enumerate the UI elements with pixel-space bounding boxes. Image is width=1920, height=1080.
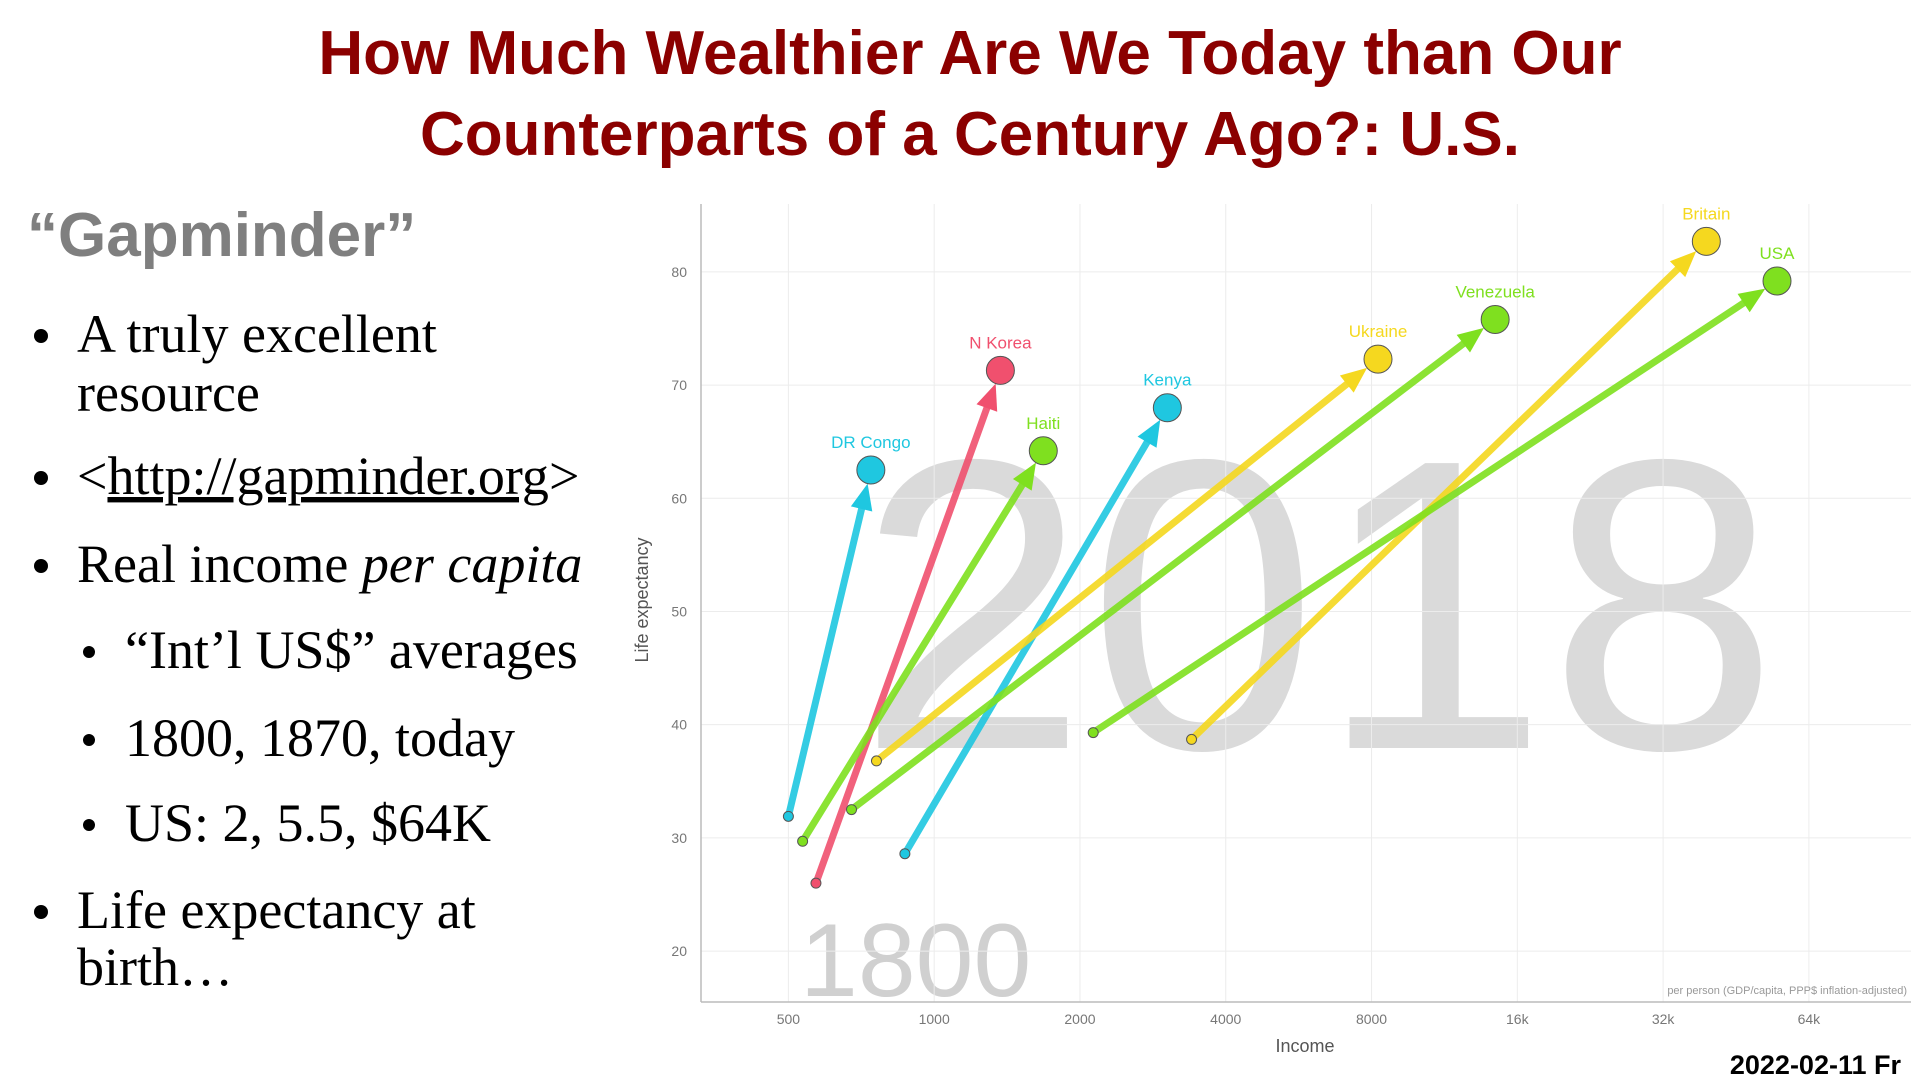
country-bubble: [1028, 436, 1058, 466]
start-point: [797, 835, 809, 847]
heading: “Gapminder”: [27, 201, 416, 270]
sub-bullet-dot: [83, 819, 95, 831]
arrow-head: [1339, 367, 1368, 393]
trajectory-arrow: [872, 376, 1355, 765]
trajectory-arrow: [901, 433, 1154, 858]
trajectory-arrow: [1089, 296, 1753, 737]
x-tick-label: 4000: [1210, 1011, 1241, 1027]
trajectory-arrow: [812, 398, 993, 887]
y-tick-label: 60: [671, 490, 687, 506]
sub-bullet-text: 1800, 1870, today: [125, 708, 515, 768]
y-tick-label: 80: [671, 264, 687, 280]
arrow-head: [1669, 251, 1697, 278]
y-tick-label: 30: [671, 830, 687, 846]
country-bubble: [856, 455, 886, 485]
country-label: N Korea: [969, 333, 1032, 352]
country-bubble: [1691, 226, 1721, 256]
country-bubble: [1363, 344, 1393, 374]
emphasis: per capita: [358, 534, 582, 594]
sub-bullet-text: “Int’l US$” averages: [125, 620, 578, 680]
arrow-head: [1137, 419, 1161, 448]
country-label: Ukraine: [1349, 322, 1408, 341]
start-point: [846, 804, 858, 816]
x-tick-label: 8000: [1356, 1011, 1387, 1027]
y-tick-label: 50: [671, 603, 687, 619]
start-point: [1087, 727, 1099, 739]
country-label: Haiti: [1026, 414, 1060, 433]
trajectory-arrow: [799, 476, 1029, 845]
start-point: [782, 810, 794, 822]
sub-bullet-dot: [83, 734, 95, 746]
bullet-dot: [34, 329, 48, 343]
start-point: [1186, 733, 1198, 745]
title-line: How Much Wealthier Are We Today than Our: [318, 19, 1621, 88]
arrow-head: [1456, 327, 1485, 353]
x-tick-label: 1000: [919, 1011, 950, 1027]
arrow-head: [976, 383, 998, 412]
start-year: 1800: [800, 903, 1031, 1019]
bullets: A truly excellent resource <http://gapmi…: [34, 304, 582, 997]
country-bubble: [1762, 266, 1792, 296]
x-tick-label: 500: [777, 1011, 801, 1027]
y-axis-label: Life expectancy: [632, 537, 652, 662]
country-bubble: [1152, 393, 1182, 423]
y-tick-label: 70: [671, 377, 687, 393]
year-watermark: 2018: [858, 373, 1779, 836]
trajectory-arrow: [848, 336, 1472, 814]
trajectory-arrow: [784, 499, 867, 820]
country-label: USA: [1760, 244, 1796, 263]
start-point: [810, 877, 822, 889]
country-bubble: [985, 355, 1015, 385]
chart: 2018 1800 20 30 40 50 60 70 80 500 1000 2000 4000 800…: [632, 204, 1911, 1056]
bullet-text: Life expectancy at: [77, 880, 476, 940]
x-tick-label: 64k: [1798, 1011, 1822, 1027]
arrow-head: [850, 483, 873, 512]
start-point: [899, 848, 911, 860]
bullet-text: Real income per capita: [77, 534, 582, 594]
title-line: Counterparts of a Century Ago?: U.S.: [420, 100, 1520, 169]
sub-bullet-text: US: 2, 5.5, $64K: [125, 793, 491, 853]
country-label: DR Congo: [831, 433, 910, 452]
country-label: Britain: [1682, 204, 1730, 223]
x-tick-label: 16k: [1506, 1011, 1530, 1027]
bullet-dot: [34, 559, 48, 573]
x-axis-label: Income: [1275, 1036, 1334, 1056]
x-tick-label: 2000: [1064, 1011, 1095, 1027]
y-tick-label: 20: [671, 943, 687, 959]
arrow-head: [1737, 288, 1766, 313]
bullet-text: A truly excellent: [77, 304, 437, 364]
country-bubble: [1480, 304, 1510, 334]
text: >: [549, 446, 579, 506]
arrow-head: [1012, 462, 1036, 491]
footer-date: 2022-02-11 Fr: [1730, 1050, 1902, 1080]
bullet-text: resource: [77, 363, 260, 423]
country-label: Venezuela: [1455, 282, 1535, 301]
link[interactable]: http://gapminder.org: [107, 446, 548, 506]
text: Real income: [77, 534, 362, 594]
x-tick-label: 32k: [1652, 1011, 1676, 1027]
text: <: [77, 446, 107, 506]
start-point: [870, 755, 882, 767]
bullet-text: <http://gapminder.org>: [77, 446, 579, 506]
bullet-dot: [34, 471, 48, 485]
sub-bullet-dot: [83, 646, 95, 658]
axis-note: per person (GDP/capita, PPP$ inflation-a…: [1667, 985, 1907, 997]
bullet-dot: [34, 905, 48, 919]
country-label: Kenya: [1143, 371, 1192, 390]
bullet-text: birth…: [77, 937, 233, 997]
y-tick-label: 40: [671, 717, 687, 733]
